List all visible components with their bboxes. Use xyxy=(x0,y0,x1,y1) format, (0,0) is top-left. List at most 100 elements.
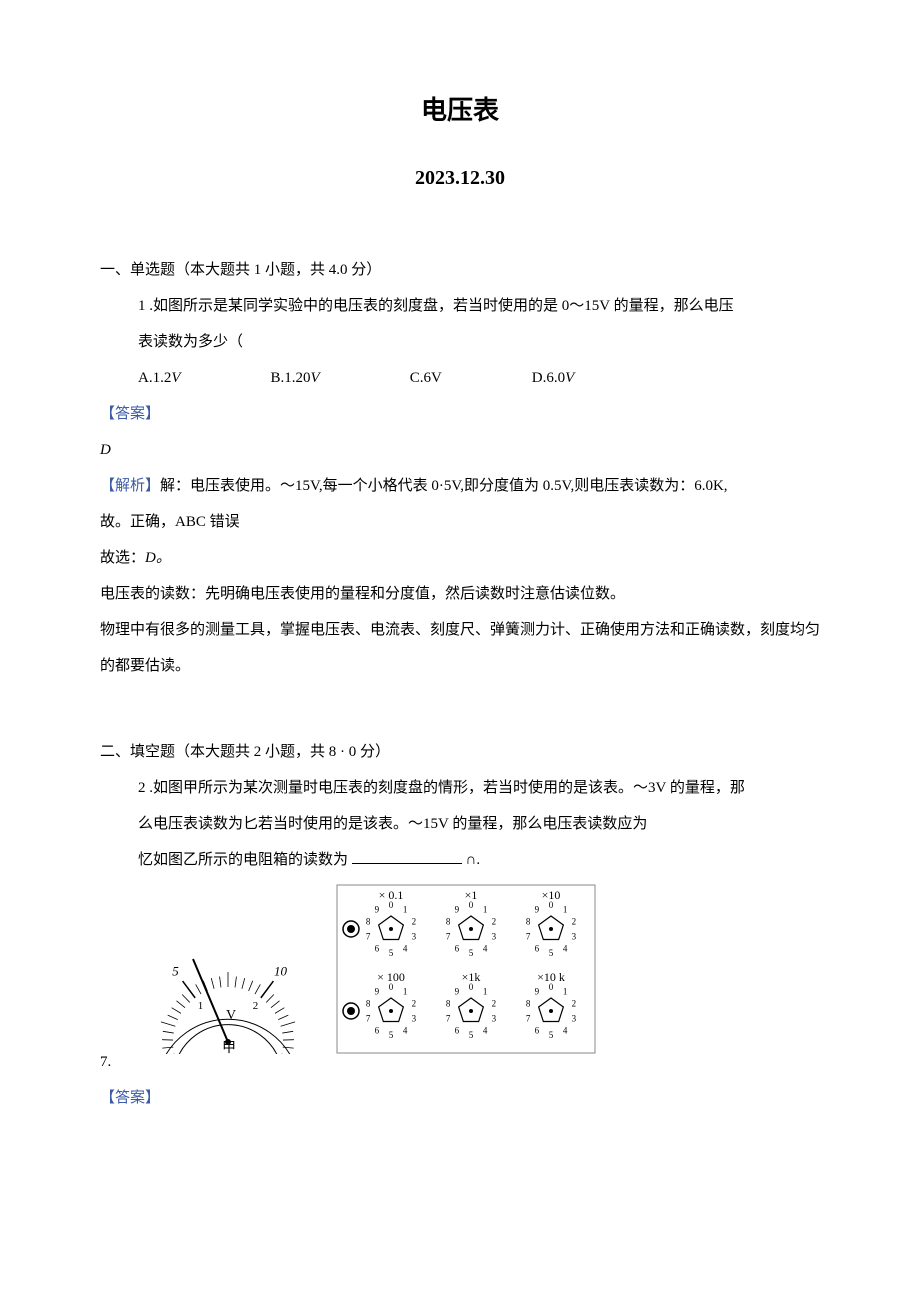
svg-text:7: 7 xyxy=(526,932,531,942)
svg-text:5: 5 xyxy=(469,1030,474,1040)
opt-d: D.6.0V xyxy=(532,360,575,396)
q2-num: 2 xyxy=(138,780,146,796)
svg-text:3: 3 xyxy=(572,1014,577,1024)
svg-text:4: 4 xyxy=(563,944,568,954)
q2-line3: 忆如图乙所示的电阻箱的读数为 ∩. xyxy=(138,842,820,878)
section-1-header: 一、单选题（本大题共 1 小题，共 4.0 分） xyxy=(100,252,820,288)
svg-text:4: 4 xyxy=(563,1026,568,1036)
svg-text:8: 8 xyxy=(526,999,531,1009)
resistor-box-figure: × 0.10123456789×10123456789×100123456789… xyxy=(336,884,596,1054)
svg-text:2: 2 xyxy=(492,999,497,1009)
svg-text:2: 2 xyxy=(253,1000,259,1012)
svg-text:0: 0 xyxy=(182,1053,188,1054)
svg-text:4: 4 xyxy=(403,944,408,954)
svg-text:5: 5 xyxy=(549,1030,554,1040)
opt-b: B.1.20V xyxy=(271,360,320,396)
svg-text:2: 2 xyxy=(572,917,577,927)
opt-a: A.1.2V xyxy=(138,360,181,396)
page-date: 2023.12.30 xyxy=(100,154,820,202)
svg-text:3: 3 xyxy=(572,932,577,942)
svg-text:0: 0 xyxy=(389,982,394,992)
svg-text:1: 1 xyxy=(483,987,488,997)
svg-text:5: 5 xyxy=(469,948,474,958)
svg-text:9: 9 xyxy=(375,987,380,997)
exp-line3: 故选：D。 xyxy=(100,540,820,576)
svg-text:0: 0 xyxy=(389,900,394,910)
svg-text:8: 8 xyxy=(446,917,451,927)
q1-text1: .如图所示是某同学实验中的电压表的刻度盘，若当时使用的是 0～15V 的量程，那… xyxy=(146,298,734,314)
svg-text:1: 1 xyxy=(403,905,408,915)
svg-text:8: 8 xyxy=(366,999,371,1009)
exp-line4: 电压表的读数：先明确电压表使用的量程和分度值，然后读数时注意估读位数。 xyxy=(100,576,820,612)
svg-text:0: 0 xyxy=(549,900,554,910)
svg-text:3: 3 xyxy=(492,932,497,942)
svg-text:5: 5 xyxy=(172,964,179,979)
svg-text:3: 3 xyxy=(492,1014,497,1024)
explain-label: 【解析】 xyxy=(100,478,160,494)
svg-text:1: 1 xyxy=(563,987,568,997)
svg-text:2: 2 xyxy=(492,917,497,927)
exp-line2: 故。正确，ABC 错误 xyxy=(100,504,820,540)
svg-text:1: 1 xyxy=(483,905,488,915)
answer-value: D xyxy=(100,432,820,468)
svg-text:5: 5 xyxy=(389,1030,394,1040)
svg-text:1: 1 xyxy=(563,905,568,915)
q1-line2: 表读数为多少（ xyxy=(138,324,820,360)
q2-text1: .如图甲所示为某次测量时电压表的刻度盘的情形，若当时使用的是该表。～3V 的量程… xyxy=(146,780,745,796)
svg-text:0: 0 xyxy=(549,982,554,992)
voltmeter-unit: V xyxy=(226,1008,236,1023)
svg-text:0: 0 xyxy=(469,900,474,910)
svg-text:7: 7 xyxy=(446,932,451,942)
svg-text:8: 8 xyxy=(446,999,451,1009)
svg-text:6: 6 xyxy=(455,944,460,954)
voltmeter-figure: 0510150123 V 甲 xyxy=(138,924,318,1054)
svg-text:9: 9 xyxy=(535,905,540,915)
svg-text:1: 1 xyxy=(403,987,408,997)
svg-text:7: 7 xyxy=(526,1014,531,1024)
page-title: 电压表 xyxy=(100,80,820,142)
svg-text:7: 7 xyxy=(366,932,371,942)
svg-text:8: 8 xyxy=(526,917,531,927)
svg-text:8: 8 xyxy=(366,917,371,927)
q1-options: A.1.2V B.1.20V C.6V D.6.0V xyxy=(138,360,820,396)
svg-text:3: 3 xyxy=(412,932,417,942)
voltmeter-caption: 甲 xyxy=(222,1041,236,1054)
svg-text:6: 6 xyxy=(375,944,380,954)
svg-text:7: 7 xyxy=(366,1014,371,1024)
svg-text:2: 2 xyxy=(412,917,417,927)
svg-text:5: 5 xyxy=(549,948,554,958)
blank-input xyxy=(352,848,462,864)
q1-line1: 1 .如图所示是某同学实验中的电压表的刻度盘，若当时使用的是 0～15V 的量程… xyxy=(138,288,820,324)
opt-c: C.6V xyxy=(410,360,442,396)
svg-text:9: 9 xyxy=(535,987,540,997)
q1-num: 1 xyxy=(138,298,146,314)
exp-line5: 物理中有很多的测量工具，掌握电压表、电流表、刻度尺、弹簧测力计、正确使用方法和正… xyxy=(100,612,820,684)
svg-text:3: 3 xyxy=(412,1014,417,1024)
svg-text:9: 9 xyxy=(375,905,380,915)
svg-text:6: 6 xyxy=(535,1026,540,1036)
svg-text:2: 2 xyxy=(572,999,577,1009)
svg-text:6: 6 xyxy=(455,1026,460,1036)
svg-text:3: 3 xyxy=(268,1053,274,1054)
svg-text:7: 7 xyxy=(446,1014,451,1024)
figure-row: 0510150123 V 甲 × 0.10123456789×101234567… xyxy=(138,884,820,1054)
svg-text:2: 2 xyxy=(412,999,417,1009)
q2-line1: 2 .如图甲所示为某次测量时电压表的刻度盘的情形，若当时使用的是该表。～3V 的… xyxy=(138,770,820,806)
svg-text:9: 9 xyxy=(455,987,460,997)
svg-text:1: 1 xyxy=(198,1000,204,1012)
answer2-label: 【答案】 xyxy=(100,1080,820,1116)
svg-text:6: 6 xyxy=(375,1026,380,1036)
svg-text:10: 10 xyxy=(274,964,288,979)
answer-label: 【答案】 xyxy=(100,396,820,432)
svg-text:5: 5 xyxy=(389,948,394,958)
svg-text:9: 9 xyxy=(455,905,460,915)
exp-line1: 解：电压表使用。～15V,每一个小格代表 0·5V,即分度值为 0.5V,则电压… xyxy=(160,478,728,494)
svg-text:4: 4 xyxy=(483,1026,488,1036)
explanation-block: 【解析】解：电压表使用。～15V,每一个小格代表 0·5V,即分度值为 0.5V… xyxy=(100,468,820,504)
svg-text:6: 6 xyxy=(535,944,540,954)
section-2-header: 二、填空题（本大题共 2 小题，共 8 · 0 分） xyxy=(100,734,820,770)
svg-text:4: 4 xyxy=(403,1026,408,1036)
svg-text:4: 4 xyxy=(483,944,488,954)
q2-line2: 么电压表读数为匕若当时使用的是该表。～15V 的量程，那么电压表读数应为 xyxy=(138,806,820,842)
svg-text:0: 0 xyxy=(469,982,474,992)
